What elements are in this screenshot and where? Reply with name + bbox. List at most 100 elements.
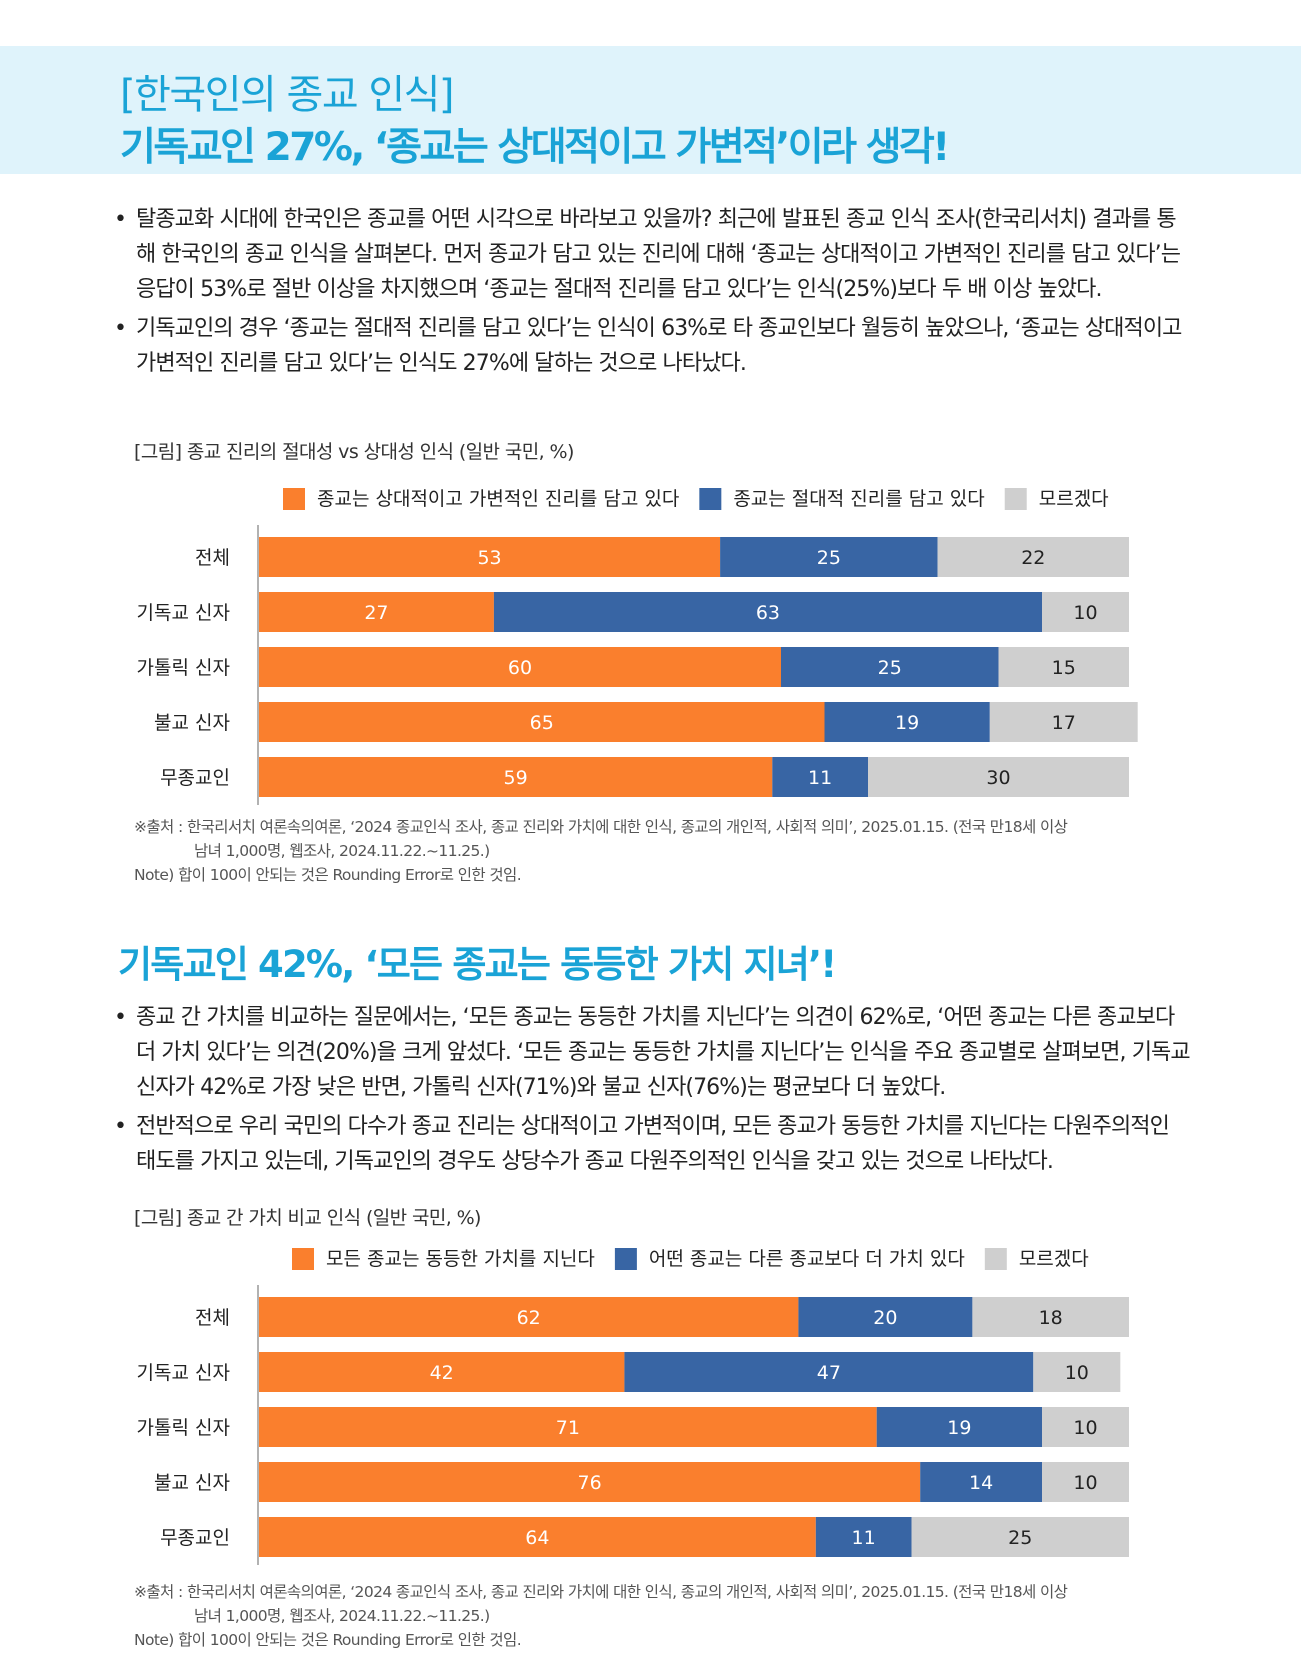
bullet-dot-icon: •	[114, 1005, 127, 1030]
category-label: 가톨릭 신자	[137, 1417, 230, 1439]
data-label: 60	[508, 657, 532, 679]
category-label: 기독교 신자	[137, 1362, 230, 1384]
bar-segment	[259, 1297, 799, 1337]
source-line: 남녀 1,000명, 웹조사, 2024.11.22.~11.25.)	[194, 842, 490, 860]
bar-segment	[259, 702, 825, 742]
legend-label: 모르겠다	[1039, 488, 1109, 510]
bar-segment	[998, 647, 1129, 687]
bar-segment	[772, 757, 868, 797]
figure1-source: ※출처 : 한국리서치 여론속의여론, ‘2024 종교인식 조사, 종교 진리…	[134, 815, 1068, 887]
legend-swatch	[984, 1248, 1007, 1270]
bar-segment	[911, 1517, 1129, 1557]
category-label: 무종교인	[160, 767, 230, 789]
bar-segment	[720, 537, 938, 577]
figure2-source: ※출처 : 한국리서치 여론속의여론, ‘2024 종교인식 조사, 종교 진리…	[134, 1580, 1068, 1652]
bar-segment	[1042, 1462, 1129, 1502]
data-label: 19	[895, 712, 919, 734]
data-label: 65	[530, 712, 554, 734]
data-label: 10	[1065, 1362, 1089, 1384]
header-banner: [한국인의 종교 인식] 기독교인 27%, ‘종교는 상대적이고 가변적’이라…	[0, 46, 1301, 174]
category-label: 전체	[195, 1307, 230, 1329]
bullet-dot-icon: •	[114, 316, 127, 341]
bar-segment	[815, 1517, 912, 1557]
figure1-caption: [그림] 종교 진리의 절대성 vs 상대성 인식 (일반 국민, %)	[134, 441, 574, 463]
data-label: 59	[504, 767, 528, 789]
data-label: 11	[852, 1527, 876, 1549]
category-label: 불교 신자	[154, 1472, 230, 1494]
bullet-item: • 탈종교화 시대에 한국인은 종교를 어떤 시각으로 바라보고 있을까? 최근에…	[110, 202, 1190, 307]
data-label: 62	[517, 1307, 541, 1329]
header-subtitle: [한국인의 종교 인식]	[120, 72, 455, 118]
data-label: 10	[1073, 1472, 1097, 1494]
data-label: 76	[578, 1472, 602, 1494]
bullet-item: • 기독교인의 경우 ‘종교는 절대적 진리를 담고 있다’는 인식이 63%로 …	[110, 311, 1190, 381]
section2-bullets: • 종교 간 가치를 비교하는 질문에서는, ‘모든 종교는 동등한 가치를 지닌…	[110, 1000, 1191, 1183]
bar-segment	[1042, 1407, 1129, 1447]
bar-segment	[876, 1407, 1042, 1447]
data-label: 47	[817, 1362, 841, 1384]
data-label: 30	[986, 767, 1010, 789]
bar-segment	[972, 1297, 1129, 1337]
data-label: 18	[1039, 1307, 1063, 1329]
bar-segment	[259, 1352, 625, 1392]
bar-segment	[259, 1517, 816, 1557]
bullet-dot-icon: •	[114, 207, 127, 232]
note-line: Note) 합이 100이 안되는 것은 Rounding Error로 인한 …	[134, 1631, 522, 1649]
section2-title: 기독교인 42%, ‘모든 종교는 동등한 가치 지녀’!	[118, 943, 837, 986]
data-label: 14	[969, 1472, 993, 1494]
bar-segment	[259, 592, 494, 632]
category-label: 전체	[195, 547, 230, 569]
bullet-dot-icon: •	[114, 1114, 127, 1139]
data-label: 17	[1052, 712, 1076, 734]
bar-segment	[781, 647, 999, 687]
category-label: 무종교인	[160, 1527, 230, 1549]
legend-swatch	[614, 1248, 637, 1270]
bar-segment	[920, 1462, 1042, 1502]
figure2-caption: [그림] 종교 간 가치 비교 인식 (일반 국민, %)	[134, 1207, 481, 1229]
source-line: ※출처 : 한국리서치 여론속의여론, ‘2024 종교인식 조사, 종교 진리…	[134, 1583, 1068, 1601]
bar-segment	[259, 1407, 877, 1447]
bar-segment	[624, 1352, 1034, 1392]
legend-label: 어떤 종교는 다른 종교보다 더 가치 있다	[649, 1248, 965, 1270]
legend-label: 모르겠다	[1019, 1248, 1089, 1270]
data-label: 25	[817, 547, 841, 569]
legend-label: 종교는 상대적이고 가변적인 진리를 담고 있다	[317, 488, 679, 510]
category-label: 기독교 신자	[137, 602, 230, 624]
bar-segment	[259, 537, 721, 577]
source-line: ※출처 : 한국리서치 여론속의여론, ‘2024 종교인식 조사, 종교 진리…	[134, 818, 1068, 836]
data-label: 25	[878, 657, 902, 679]
bar-segment	[1042, 592, 1129, 632]
data-label: 10	[1073, 602, 1097, 624]
chart1-stacked-bar: 종교는 상대적이고 가변적인 진리를 담고 있다 종교는 절대적 진리를 담고 있…	[137, 488, 1138, 805]
bar-segment	[259, 647, 781, 687]
data-label: 25	[1008, 1527, 1032, 1549]
data-label: 27	[364, 602, 388, 624]
data-label: 15	[1052, 657, 1076, 679]
data-label: 63	[756, 602, 780, 624]
data-label: 53	[477, 547, 501, 569]
data-label: 64	[525, 1527, 549, 1549]
bar-segment	[824, 702, 990, 742]
bar-segment	[989, 702, 1138, 742]
data-label: 20	[873, 1307, 897, 1329]
legend-swatch	[699, 488, 722, 510]
data-label: 11	[808, 767, 832, 789]
bar-segment	[937, 537, 1129, 577]
chart2-stacked-bar: 모든 종교는 동등한 가치를 지닌다 어떤 종교는 다른 종교보다 더 가치 있다…	[137, 1248, 1129, 1565]
bullet-item: • 종교 간 가치를 비교하는 질문에서는, ‘모든 종교는 동등한 가치를 지닌…	[110, 1000, 1191, 1105]
bar-segment	[1033, 1352, 1121, 1392]
note-line: Note) 합이 100이 안되는 것은 Rounding Error로 인한 …	[134, 866, 522, 884]
section1-bullets: • 탈종교화 시대에 한국인은 종교를 어떤 시각으로 바라보고 있을까? 최근에…	[110, 202, 1190, 385]
legend-label: 모든 종교는 동등한 가치를 지닌다	[326, 1248, 595, 1270]
category-label: 가톨릭 신자	[137, 657, 230, 679]
bar-segment	[868, 757, 1129, 797]
bar-segment	[798, 1297, 973, 1337]
source-line: 남녀 1,000명, 웹조사, 2024.11.22.~11.25.)	[194, 1607, 490, 1625]
legend-swatch	[283, 488, 305, 510]
data-label: 22	[1021, 547, 1045, 569]
data-label: 71	[556, 1417, 580, 1439]
bar-segment	[259, 757, 773, 797]
legend-swatch	[1004, 488, 1027, 510]
category-label: 불교 신자	[154, 712, 230, 734]
header-title: 기독교인 27%, ‘종교는 상대적이고 가변적’이라 생각!	[120, 125, 950, 170]
